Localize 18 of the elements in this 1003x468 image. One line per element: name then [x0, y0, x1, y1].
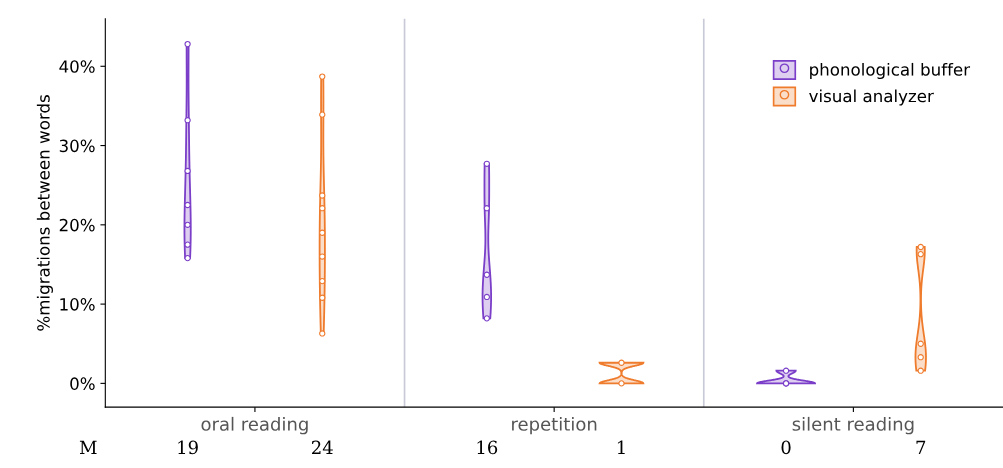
x-tick-label: repetition: [512, 416, 597, 435]
text: 24: [311, 440, 333, 454]
text: 16: [477, 440, 498, 455]
text: 1: [617, 440, 625, 454]
text: 19: [178, 440, 198, 455]
text: M: [79, 440, 97, 454]
legend-label: visual analyzer: [809, 89, 934, 106]
text: 0: [781, 440, 791, 455]
legend-label: phonological buffer: [810, 62, 971, 80]
y-tick-label: 10%: [60, 298, 95, 311]
y-tick-label: 20%: [59, 218, 95, 232]
text: 7: [916, 440, 926, 454]
y-tick-label: 40%: [59, 60, 95, 73]
y-axis-title: %migrations between words: [36, 95, 53, 331]
y-tick-label: 30%: [59, 139, 95, 153]
x-tick-label: silent reading: [792, 416, 914, 435]
x-tick-label: oral reading: [201, 416, 308, 435]
y-tick-label: 0%: [70, 377, 95, 390]
